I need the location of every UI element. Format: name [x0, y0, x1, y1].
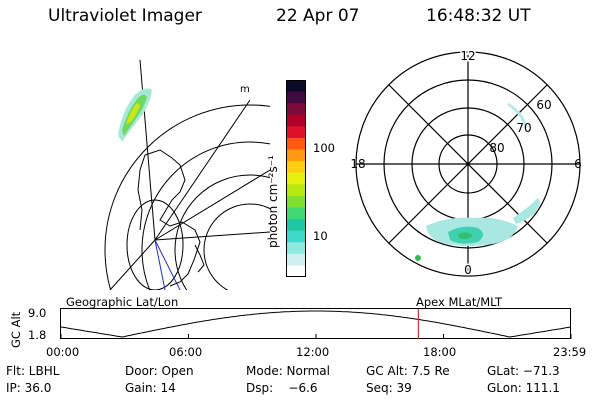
colorbar: [286, 80, 306, 278]
colorbar-band: [286, 253, 306, 266]
polar-lat-80: 80: [489, 141, 504, 155]
date-label: 22 Apr 07: [276, 6, 360, 26]
timeline-x-tick-0600: 06:00: [169, 345, 203, 359]
timeline-altitude-curve: [60, 310, 572, 338]
timeline-frame: [60, 308, 571, 339]
colorbar-band: [286, 195, 306, 208]
polar-mlt-0: 0: [464, 263, 472, 277]
geo-sun-direction-line: [154, 239, 181, 290]
polar-mlt-18: 18: [350, 157, 365, 171]
footer-ip: IP: 36.0: [6, 381, 52, 395]
timeline-right-caption: Apex MLat/MLT: [416, 295, 503, 309]
colorbar-band: [286, 230, 306, 243]
polar-aurora-arc: [513, 198, 540, 224]
geo-aurora-peak: [126, 103, 140, 124]
timeline-tick-marks: [60, 334, 572, 339]
colorbar-band: [286, 172, 306, 185]
footer-gc-alt: GC Alt: 7.5 Re: [366, 364, 450, 378]
colorbar-band: [286, 114, 306, 127]
colorbar-tick-100: 100: [313, 141, 335, 155]
polar-aurora-peak: [458, 232, 473, 240]
colorbar-band: [286, 80, 306, 93]
colorbar-band: [286, 184, 306, 197]
timeline-left-caption: Geographic Lat/Lon: [66, 295, 179, 309]
geo-coastline: [137, 149, 201, 287]
footer-gain: Gain: 14: [125, 381, 176, 395]
colorbar-tick-10: 10: [313, 229, 328, 243]
geo-lat-circle: [141, 141, 270, 290]
polar-aurora-faint: [507, 102, 528, 129]
colorbar-band: [286, 103, 306, 116]
geo-meridian: [139, 59, 156, 241]
timeline-y-max: 9.0: [28, 306, 47, 320]
timeline-x-tick-1200: 12:00: [296, 345, 330, 359]
colorbar-band: [286, 265, 306, 278]
timeline-x-tick-1800: 18:00: [423, 345, 457, 359]
polar-mlt-6: 6: [574, 157, 582, 171]
colorbar-frame: [286, 80, 306, 277]
colorbar-band: [286, 161, 306, 174]
time-label: 16:48:32 UT: [426, 6, 531, 26]
geo-lat-circle: [203, 203, 270, 290]
instrument-title: Ultraviolet Imager: [48, 6, 202, 26]
colorbar-band: [286, 126, 306, 139]
footer-glat: GLat: −71.3: [487, 364, 560, 378]
geo-lat-circle: [104, 104, 270, 290]
polar-lat-70: 70: [516, 121, 531, 135]
geographic-map: m: [104, 59, 270, 290]
geo-meridian: [154, 231, 270, 241]
timeline-y-axis-title: GC Alt: [9, 311, 23, 348]
colorbar-band: [286, 91, 306, 104]
colorbar-band: [286, 149, 306, 162]
timeline-y-min: 1.8: [28, 328, 47, 342]
timeline-x-tick-0000: 00:00: [46, 345, 80, 359]
footer-filter: Flt: LBHL: [6, 364, 60, 378]
timeline-x-tick-2359: 23:59: [553, 345, 587, 359]
colorbar-gradient: [286, 80, 306, 278]
colorbar-band: [286, 242, 306, 255]
footer-door: Door: Open: [125, 364, 194, 378]
geo-coastline: [194, 244, 205, 273]
polar-plot: 12 18 6 0 60 70 80: [350, 48, 582, 279]
geo-sun-direction-line: [154, 239, 166, 290]
colorbar-unit-label: photon cm⁻²s⁻¹: [266, 155, 280, 248]
geo-meridian: [154, 99, 251, 241]
polar-axis-diagonal: [388, 84, 548, 244]
geo-coast-mark: m: [240, 84, 250, 95]
geo-meridian: [109, 239, 156, 290]
colorbar-band: [286, 219, 306, 232]
colorbar-band: [286, 137, 306, 151]
polar-aurora-spot: [415, 255, 421, 261]
footer-mode: Mode: Normal: [246, 364, 330, 378]
timeline-plot: [60, 308, 572, 339]
footer-dsp: Dsp: −6.6: [246, 381, 318, 395]
polar-lat-60: 60: [536, 98, 551, 112]
geo-magnetic-oval: [126, 199, 184, 290]
geo-meridian: [154, 169, 270, 241]
footer-glon: GLon: 111.1: [487, 381, 560, 395]
geo-lat-circle: [174, 174, 270, 290]
footer-seq: Seq: 39: [366, 381, 412, 395]
colorbar-band: [286, 207, 306, 220]
polar-mlt-12: 12: [460, 49, 475, 63]
